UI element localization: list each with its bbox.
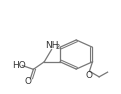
Text: 2: 2 [55, 44, 59, 50]
Text: HO: HO [13, 61, 26, 70]
Text: O: O [24, 77, 31, 86]
Text: O: O [86, 71, 93, 80]
Text: NH: NH [45, 41, 59, 50]
